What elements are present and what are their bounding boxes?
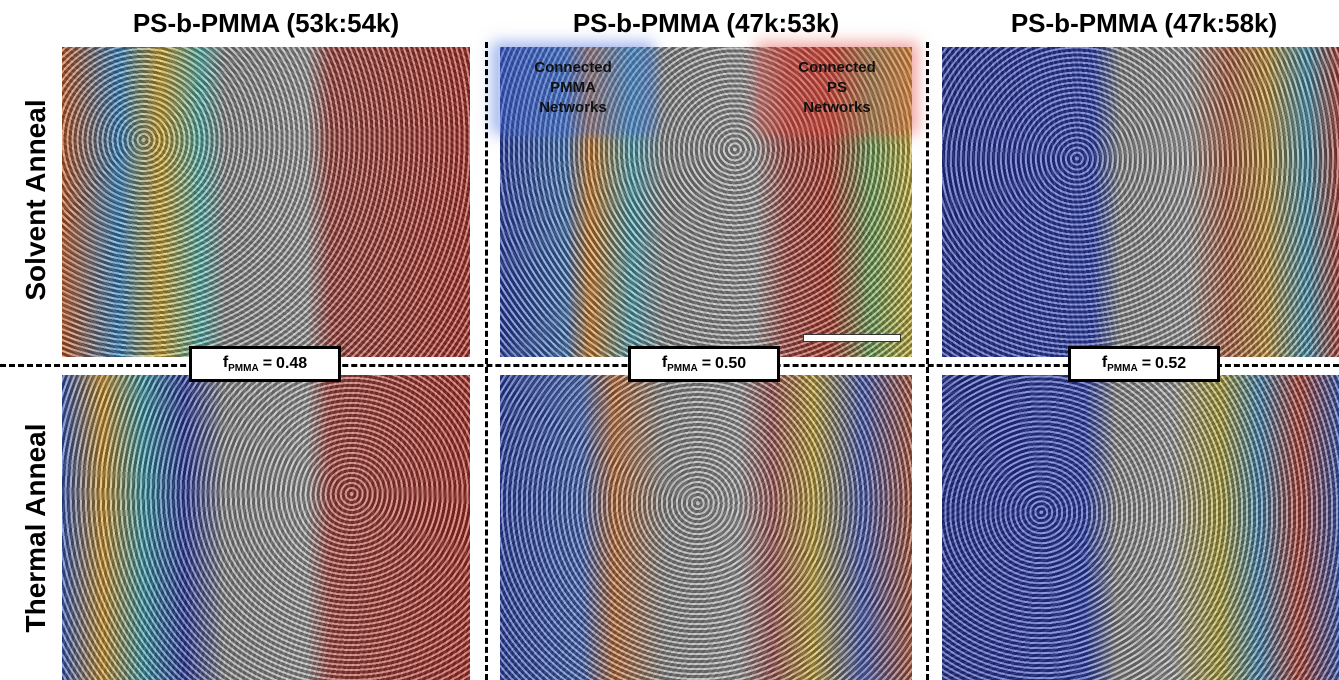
- annotation: Connected PS Networks: [762, 48, 912, 128]
- divider: [485, 42, 488, 680]
- subscript: PMMA: [228, 363, 259, 374]
- column-title: PS-b-PMMA (53k:54k): [56, 8, 476, 39]
- fraction-label: fPMMA = 0.50: [628, 346, 780, 382]
- micrograph: [62, 47, 470, 357]
- value: 0.48: [276, 355, 307, 373]
- column-title: PS-b-PMMA (47k:53k): [496, 8, 916, 39]
- fraction-label: fPMMA = 0.52: [1068, 346, 1220, 382]
- value: 0.52: [1155, 355, 1186, 373]
- annotation: Connected PMMA Networks: [498, 48, 648, 128]
- value: 0.50: [715, 355, 746, 373]
- texture: [62, 375, 470, 680]
- texture: [942, 47, 1339, 357]
- subscript: PMMA: [1107, 363, 1138, 374]
- relation: =: [263, 355, 272, 373]
- column-title: PS-b-PMMA (47k:58k): [934, 8, 1339, 39]
- texture: [500, 375, 912, 680]
- texture: [942, 375, 1339, 680]
- relation: =: [702, 355, 711, 373]
- micrograph: [62, 375, 470, 680]
- scale-bar: [803, 334, 901, 342]
- micrograph: [500, 375, 912, 680]
- texture: [62, 47, 470, 357]
- micrograph: [942, 47, 1339, 357]
- row-label: Thermal Anneal: [20, 423, 52, 632]
- subscript: PMMA: [667, 363, 698, 374]
- figure: PS-b-PMMA (53k:54k) PS-b-PMMA (47k:53k) …: [0, 0, 1339, 680]
- micrograph: [942, 375, 1339, 680]
- relation: =: [1142, 355, 1151, 373]
- row-label: Solvent Anneal: [20, 99, 52, 300]
- divider: [926, 42, 929, 680]
- fraction-label: fPMMA = 0.48: [189, 346, 341, 382]
